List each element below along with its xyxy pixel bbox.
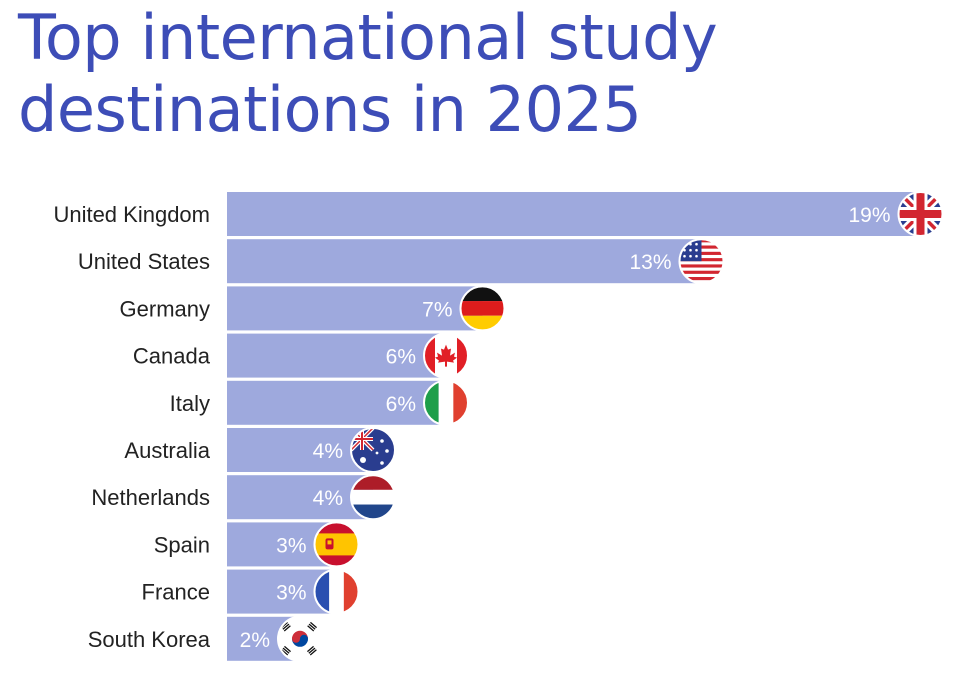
south-korea-flag-icon	[277, 615, 323, 662]
germany-flag-icon	[459, 285, 506, 332]
france-flag-icon	[313, 568, 360, 615]
bar	[227, 428, 373, 472]
category-label: Canada	[133, 344, 211, 369]
value-label: 4%	[313, 440, 343, 463]
category-label: Italy	[170, 391, 210, 416]
category-label: Spain	[154, 532, 210, 557]
category-label: Germany	[120, 296, 210, 321]
value-label: 13%	[629, 251, 671, 274]
value-label: 6%	[386, 393, 416, 416]
bar	[227, 333, 446, 378]
spain-flag-icon	[313, 521, 360, 568]
italy-flag-icon	[423, 379, 469, 426]
uk-flag-icon	[897, 191, 944, 237]
chart-title: Top international study destinations in …	[18, 1, 718, 146]
bar	[227, 192, 921, 236]
category-label: Australia	[124, 438, 210, 463]
bar	[227, 380, 446, 425]
category-label: Netherlands	[91, 485, 210, 510]
value-label: 6%	[386, 346, 416, 369]
australia-flag-icon	[350, 427, 396, 473]
category-label: United States	[78, 249, 210, 274]
category-label: United Kingdom	[53, 202, 210, 227]
bar	[227, 286, 483, 331]
value-label: 7%	[422, 298, 452, 321]
value-label: 19%	[848, 204, 890, 227]
value-label: 3%	[276, 582, 306, 605]
value-label: 3%	[276, 534, 306, 557]
value-label: 2%	[240, 629, 270, 652]
value-label: 4%	[313, 487, 343, 510]
us-flag-icon	[678, 238, 725, 285]
bar	[227, 475, 373, 520]
bar	[227, 239, 702, 284]
netherlands-flag-icon	[350, 474, 396, 521]
canada-flag-icon	[423, 332, 469, 379]
category-label: South Korea	[88, 627, 211, 652]
category-label: France	[142, 580, 210, 605]
